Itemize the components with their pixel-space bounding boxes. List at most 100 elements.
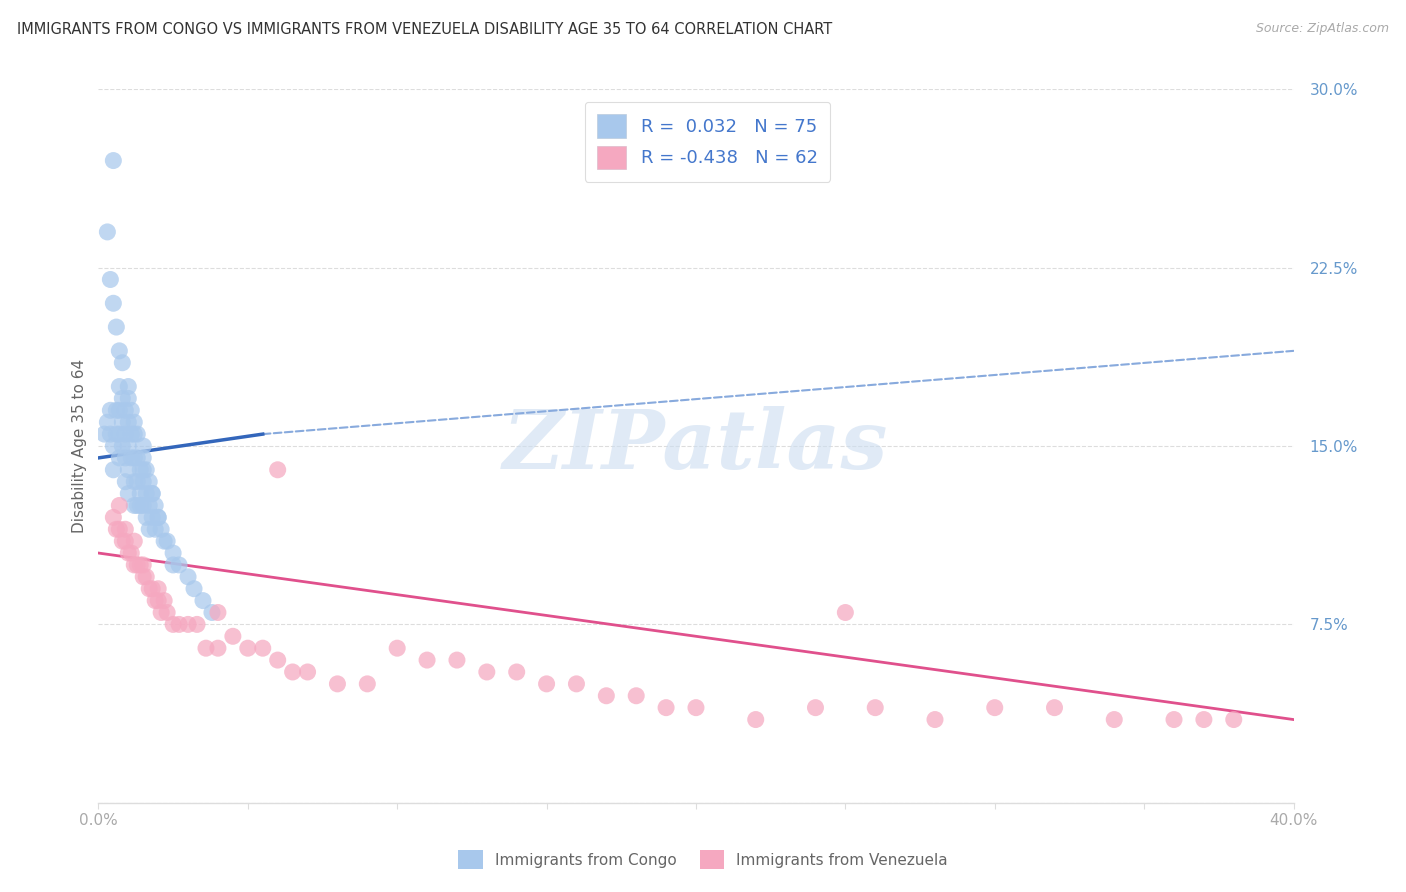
Point	[297, 665, 319, 679]
Point	[103, 510, 125, 524]
Point	[124, 558, 146, 572]
Point	[132, 450, 155, 465]
Point	[108, 499, 131, 513]
Point	[124, 450, 146, 465]
Point	[132, 475, 155, 489]
Point	[745, 713, 768, 727]
Point	[129, 486, 152, 500]
Point	[98, 403, 122, 417]
Point	[96, 415, 118, 429]
Point	[129, 499, 152, 513]
Point	[148, 582, 170, 596]
Point	[117, 415, 139, 429]
Point	[153, 534, 176, 549]
Point	[655, 700, 678, 714]
Point	[267, 463, 290, 477]
Point	[834, 606, 856, 620]
Point	[1192, 713, 1215, 727]
Point	[108, 522, 131, 536]
Point	[117, 486, 139, 500]
Point	[141, 510, 163, 524]
Point	[111, 356, 134, 370]
Point	[148, 510, 170, 524]
Point	[162, 558, 184, 572]
Point	[124, 475, 146, 489]
Point	[536, 677, 558, 691]
Point	[162, 546, 184, 560]
Point	[132, 558, 155, 572]
Point	[150, 522, 173, 536]
Point	[156, 534, 179, 549]
Point	[108, 450, 131, 465]
Point	[132, 499, 155, 513]
Text: Source: ZipAtlas.com: Source: ZipAtlas.com	[1256, 22, 1389, 36]
Point	[132, 463, 155, 477]
Point	[138, 522, 160, 536]
Point	[96, 225, 118, 239]
Point	[117, 546, 139, 560]
Point	[105, 427, 128, 442]
Point	[132, 439, 155, 453]
Y-axis label: Disability Age 35 to 64: Disability Age 35 to 64	[72, 359, 87, 533]
Point	[117, 392, 139, 406]
Point	[127, 558, 149, 572]
Point	[804, 700, 827, 714]
Point	[177, 570, 200, 584]
Point	[1043, 700, 1066, 714]
Point	[475, 665, 498, 679]
Point	[138, 582, 160, 596]
Point	[626, 689, 648, 703]
Point	[446, 653, 468, 667]
Point	[984, 700, 1007, 714]
Point	[108, 379, 131, 393]
Point	[143, 522, 166, 536]
Point	[1163, 713, 1185, 727]
Point	[267, 653, 290, 667]
Point	[135, 570, 157, 584]
Point	[595, 689, 617, 703]
Point	[103, 463, 125, 477]
Point	[143, 499, 166, 513]
Point	[177, 617, 200, 632]
Point	[117, 379, 139, 393]
Point	[167, 558, 190, 572]
Point	[141, 582, 163, 596]
Point	[127, 427, 149, 442]
Point	[114, 427, 136, 442]
Legend: R =  0.032   N = 75, R = -0.438   N = 62: R = 0.032 N = 75, R = -0.438 N = 62	[585, 102, 831, 182]
Point	[129, 463, 152, 477]
Text: ZIPatlas: ZIPatlas	[503, 406, 889, 486]
Point	[124, 499, 146, 513]
Point	[127, 450, 149, 465]
Point	[141, 486, 163, 500]
Point	[356, 677, 378, 691]
Point	[156, 606, 179, 620]
Point	[93, 427, 115, 442]
Point	[416, 653, 439, 667]
Point	[207, 606, 229, 620]
Point	[506, 665, 529, 679]
Point	[114, 522, 136, 536]
Point	[117, 463, 139, 477]
Point	[105, 320, 128, 334]
Point	[236, 641, 259, 656]
Point	[138, 499, 160, 513]
Point	[108, 403, 131, 417]
Point	[207, 641, 229, 656]
Point	[138, 475, 160, 489]
Point	[114, 403, 136, 417]
Point	[222, 629, 245, 643]
Text: IMMIGRANTS FROM CONGO VS IMMIGRANTS FROM VENEZUELA DISABILITY AGE 35 TO 64 CORRE: IMMIGRANTS FROM CONGO VS IMMIGRANTS FROM…	[17, 22, 832, 37]
Point	[120, 450, 142, 465]
Point	[924, 713, 946, 727]
Point	[108, 427, 131, 442]
Point	[565, 677, 588, 691]
Point	[252, 641, 274, 656]
Point	[143, 593, 166, 607]
Point	[129, 558, 152, 572]
Point	[186, 617, 208, 632]
Point	[162, 617, 184, 632]
Point	[201, 606, 224, 620]
Point	[105, 522, 128, 536]
Point	[865, 700, 887, 714]
